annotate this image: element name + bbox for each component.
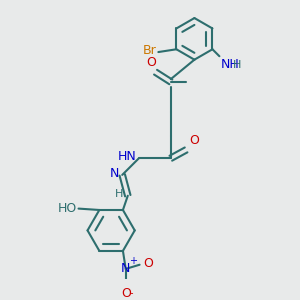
Text: HN: HN xyxy=(117,150,136,164)
Text: +: + xyxy=(129,256,137,266)
Text: Br: Br xyxy=(142,44,156,57)
Text: O: O xyxy=(190,134,200,147)
Text: N: N xyxy=(110,167,119,180)
Text: O: O xyxy=(121,287,130,300)
Text: HO: HO xyxy=(57,202,76,215)
Text: -: - xyxy=(129,288,133,298)
Text: H: H xyxy=(233,60,242,70)
Text: N: N xyxy=(121,262,130,275)
Text: O: O xyxy=(146,56,156,69)
Text: H: H xyxy=(115,189,124,199)
Text: O: O xyxy=(143,257,153,270)
Text: NH: NH xyxy=(221,58,239,70)
